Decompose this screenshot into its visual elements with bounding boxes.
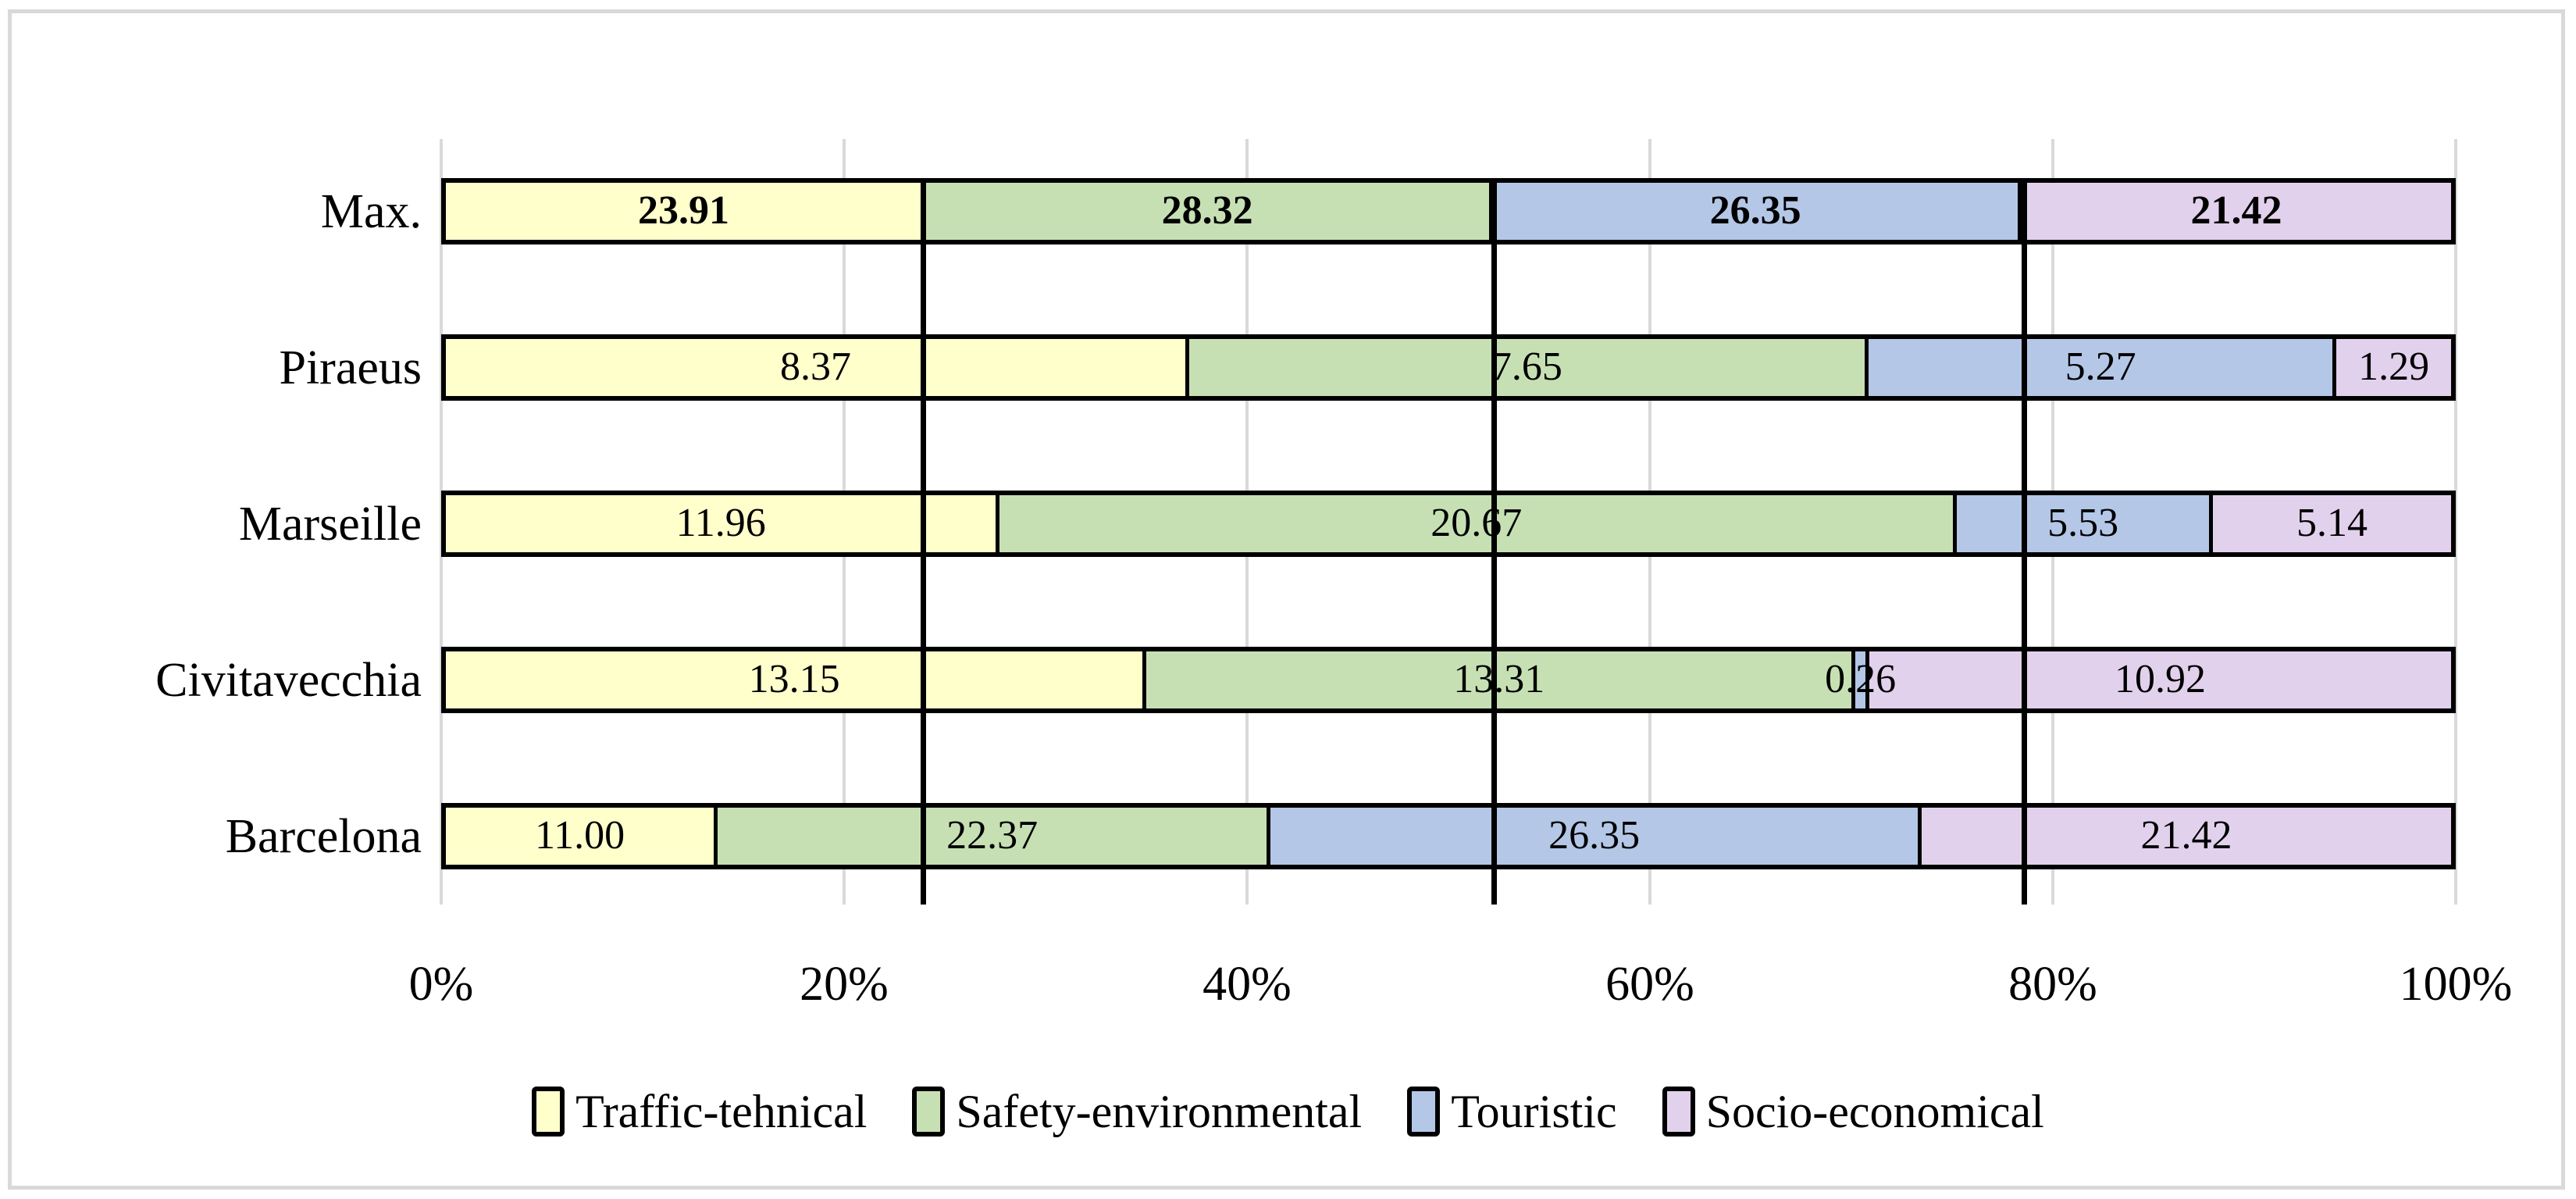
bar-segment: 13.15 [446, 651, 1147, 708]
segment-value-label: 26.35 [1548, 812, 1641, 858]
bar-segment: 11.96 [446, 495, 1000, 552]
max-threshold-line [1491, 178, 1497, 905]
max-threshold-line [920, 178, 926, 905]
legend-item-safety-environmental: Safety-environmental [912, 1087, 1362, 1137]
segment-value-label: 11.96 [675, 500, 766, 545]
x-tick-label: 20% [800, 958, 889, 1011]
bar-segment: 21.42 [2021, 183, 2451, 240]
segment-value-label: 28.32 [1161, 187, 1253, 233]
bar-segment: 20.67 [999, 495, 1958, 552]
segment-value-label: 22.37 [946, 812, 1039, 858]
legend-item-socio-economical: Socio-economical [1662, 1087, 2044, 1137]
bar-segment: 7.65 [1188, 339, 1869, 396]
bar-segment: 8.37 [446, 339, 1189, 396]
segment-value-label: 20.67 [1431, 500, 1523, 545]
x-tick-label: 80% [2008, 958, 2097, 1011]
category-label: Max. [320, 184, 422, 238]
legend-item-touristic: Touristic [1407, 1086, 1617, 1137]
x-tick-label: 100% [2399, 958, 2513, 1011]
x-tick-label: 40% [1202, 958, 1292, 1011]
bar-segment: 22.37 [718, 808, 1271, 865]
segment-value-label: 7.65 [1491, 344, 1562, 389]
category-label: Piraeus [279, 341, 422, 394]
legend-item-traffic-tehnical: Traffic-tehnical [532, 1087, 867, 1137]
segment-value-label: 23.91 [638, 187, 729, 233]
legend-swatch-icon [532, 1087, 565, 1137]
max-threshold-line [2022, 178, 2028, 905]
segment-value-label: 5.14 [2296, 500, 2368, 545]
bar-segment: 11.00 [446, 808, 718, 865]
bar-segment: 26.35 [1493, 183, 2022, 240]
segment-value-label: 26.35 [1709, 187, 1801, 233]
bar-row-barcelona: 11.00 22.37 26.35 21.42 [441, 803, 2456, 869]
segment-value-label: 21.42 [2140, 812, 2232, 858]
bar-segment: 28.32 [925, 183, 1494, 240]
legend-label: Traffic-tehnical [575, 1086, 868, 1137]
bar-row-civitavecchia: 13.15 13.31 0.26 10.92 [441, 647, 2456, 713]
bar-segment: 5.53 [1957, 495, 2214, 552]
bar-row-piraeus: 8.37 7.65 5.27 1.29 [441, 334, 2456, 401]
bar-segment: 10.92 [1869, 651, 2451, 708]
x-tick-label: 0% [408, 958, 474, 1011]
segment-value-label: 5.27 [2065, 344, 2136, 389]
bar-segment: 21.42 [1922, 808, 2451, 865]
segment-value-label: 11.00 [535, 812, 625, 858]
category-label: Barcelona [225, 809, 422, 863]
legend-swatch-icon [912, 1087, 946, 1137]
segment-value-label: 5.53 [2047, 500, 2119, 545]
bar-segment: 0.26 [1825, 651, 1896, 708]
legend: Traffic-tehnical Safety-environmental Tour… [0, 1069, 2576, 1154]
x-tick-label: 60% [1605, 958, 1694, 1011]
legend-swatch-icon [1662, 1087, 1695, 1137]
legend-label: Socio-economical [1705, 1086, 2044, 1137]
segment-value-label: 8.37 [779, 344, 851, 389]
category-label: Marseille [238, 497, 422, 551]
category-label: Civitavecchia [155, 653, 422, 707]
segment-value-label: 21.42 [2190, 187, 2282, 233]
plot-area: 23.91 28.32 26.35 21.42 8.37 7.65 5.27 1.29 11.9… [440, 139, 2457, 905]
bar-segment: 1.29 [2336, 339, 2451, 396]
segment-value-label: 13.15 [748, 656, 840, 701]
segment-value-label: 10.92 [2114, 656, 2206, 701]
segment-value-label: 1.29 [2358, 344, 2430, 389]
bar-segment: 5.27 [1868, 339, 2337, 396]
segment-value-label: 0.26 [1825, 656, 1897, 701]
bar-segment: 23.91 [446, 183, 925, 240]
bar-segment: 26.35 [1270, 808, 1922, 865]
legend-label: Safety-environmental [956, 1086, 1363, 1137]
bar-segment: 13.31 [1146, 651, 1856, 708]
bar-segment: 5.14 [2213, 495, 2451, 552]
segment-value-label: 13.31 [1453, 656, 1545, 701]
legend-swatch-icon [1407, 1087, 1441, 1137]
legend-label: Touristic [1451, 1086, 1617, 1137]
bar-row-marseille: 11.96 20.67 5.53 5.14 [441, 491, 2456, 557]
x-axis: 0% 20% 40% 60% 80% 100% [409, 958, 2513, 1028]
gridline [2454, 139, 2457, 905]
bar-row-max: 23.91 28.32 26.35 21.42 [441, 178, 2456, 244]
